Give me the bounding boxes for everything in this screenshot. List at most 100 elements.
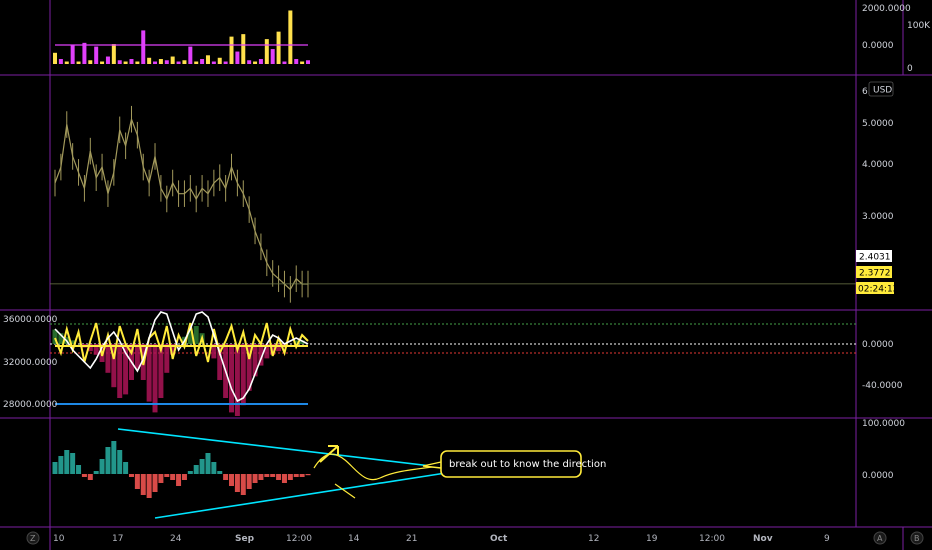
volume-bar	[76, 61, 81, 64]
volume-bar	[288, 10, 293, 65]
time-label-10: 10	[53, 534, 65, 544]
momentum-bar	[199, 459, 205, 474]
volume-bar	[211, 61, 216, 64]
momentum-bar	[164, 474, 170, 477]
triangle-upper-trendline[interactable]	[117, 428, 466, 471]
momentum-bar	[76, 465, 82, 474]
price-pane[interactable]	[50, 105, 856, 303]
volume-bar	[188, 46, 193, 64]
breakout-up-arrow-icon[interactable]	[319, 445, 339, 463]
osc-histogram-bar	[252, 344, 258, 377]
volume-bar	[182, 60, 187, 64]
volume-bar	[306, 60, 310, 64]
osc-histogram-bar	[70, 340, 76, 344]
time-label-1200a: 12:00	[286, 534, 312, 544]
osc-histogram-bar	[299, 340, 305, 344]
osc-histogram-bar	[264, 344, 270, 359]
momentum-bar	[158, 474, 164, 483]
bar-style-icon[interactable]	[910, 531, 924, 545]
bar-style-icon-letter: B	[914, 534, 920, 543]
price-line	[54, 117, 308, 291]
osc-histogram-bar	[234, 344, 240, 416]
oscillator-pane[interactable]	[50, 311, 856, 416]
volume-bar	[117, 60, 122, 64]
volume-bar	[264, 39, 269, 64]
countdown-badge	[856, 282, 894, 294]
momentum-bar	[134, 474, 140, 489]
momentum-bar	[58, 456, 64, 474]
momentum-bar	[81, 474, 87, 477]
volume-bar	[147, 57, 152, 64]
momentum-bar	[293, 474, 299, 477]
momentum-bar	[305, 474, 311, 476]
momentum-bar	[229, 474, 235, 486]
osc-histogram-bar	[170, 344, 176, 355]
momentum-pane[interactable]	[52, 441, 311, 498]
volume-bar	[235, 51, 240, 64]
time-label-sep: Sep	[235, 534, 255, 544]
momentum-bar	[234, 474, 240, 492]
volume-pane[interactable]	[53, 10, 310, 65]
volume-bar	[58, 59, 63, 64]
momentum-bar	[276, 474, 282, 480]
osc-left-tick-28000: 28000.0000	[3, 400, 58, 410]
volume-bar	[164, 60, 169, 64]
volume-bar	[153, 61, 158, 64]
volume-bar	[129, 59, 134, 64]
momentum-bar	[281, 474, 287, 483]
annotation-text: break out to know the direction	[449, 459, 606, 470]
osc-histogram-bar	[87, 344, 93, 352]
volume-bar	[241, 34, 246, 64]
volume-scale-bottom: 0	[907, 64, 913, 74]
osc-histogram-bar	[276, 344, 282, 352]
momentum-bar	[52, 462, 58, 474]
auto-scale-icon[interactable]	[873, 531, 887, 545]
volume-bar	[229, 36, 234, 64]
projected-path-curve[interactable]	[313, 453, 441, 481]
volume-bar	[276, 31, 281, 64]
time-axis[interactable]: 10 17 24 Sep 12:00 14 21 Oct 12 19 12:00…	[53, 534, 830, 544]
volume-bar	[158, 59, 163, 64]
annotation-callout-box[interactable]	[440, 450, 582, 478]
osc-histogram-bar	[123, 344, 129, 395]
volume-bar	[300, 61, 305, 64]
volume-bar	[258, 59, 263, 64]
current-price-label: 2.3772	[859, 269, 891, 279]
momentum-tick-100: 100.0000	[862, 419, 905, 429]
osc-histogram-bar	[152, 344, 158, 413]
momentum-bar	[123, 462, 129, 474]
time-label-oct: Oct	[490, 534, 508, 544]
volume-bar	[64, 61, 69, 64]
volume-bar	[205, 55, 210, 64]
momentum-bar	[252, 474, 258, 483]
volume-bar	[176, 61, 181, 64]
momentum-bar	[223, 474, 229, 480]
momentum-bar	[258, 474, 264, 480]
osc-white-line	[54, 311, 309, 403]
momentum-bar	[146, 474, 152, 498]
osc-histogram-bar	[211, 344, 217, 359]
time-label-nov: Nov	[753, 534, 773, 544]
triangle-lower-trendline[interactable]	[154, 469, 466, 519]
breakdown-mark-icon[interactable]	[334, 483, 356, 499]
countdown-label: 02:24:12	[858, 285, 898, 295]
momentum-bar	[70, 453, 76, 474]
timezone-icon[interactable]	[26, 531, 40, 545]
momentum-bar	[211, 462, 217, 474]
momentum-bar	[99, 459, 105, 474]
time-label-9: 9	[824, 534, 830, 544]
volume-tick-top: 2000.0000	[862, 4, 911, 14]
momentum-bar	[105, 447, 111, 474]
osc-right-tick-neg40: -40.0000	[862, 381, 903, 391]
momentum-bar	[299, 474, 305, 477]
callout-pointer	[422, 461, 442, 469]
osc-right-tick-0: 0.0000	[862, 340, 894, 350]
user-drawings[interactable]	[117, 428, 466, 519]
volume-bar	[170, 56, 175, 64]
momentum-bar	[87, 474, 93, 480]
time-label-17: 17	[112, 534, 123, 544]
currency-badge[interactable]	[868, 81, 894, 97]
momentum-bar	[93, 471, 99, 474]
